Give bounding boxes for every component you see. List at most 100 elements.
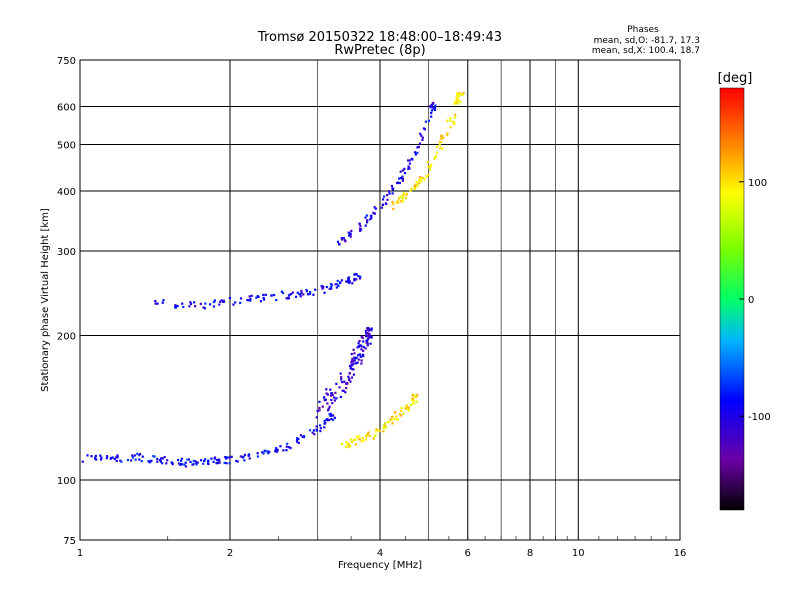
data-point (296, 291, 299, 294)
data-point (199, 302, 202, 305)
data-point (360, 348, 363, 351)
data-point (330, 398, 333, 402)
data-point (369, 342, 372, 345)
data-point (418, 181, 421, 184)
data-point (99, 454, 102, 457)
data-point (276, 450, 279, 453)
data-point (239, 301, 242, 304)
data-point (456, 97, 459, 100)
data-point (331, 393, 334, 397)
data-point (400, 409, 403, 412)
data-point (336, 240, 340, 243)
data-point (389, 418, 392, 421)
data-point (305, 290, 309, 293)
data-point (115, 459, 118, 463)
data-point (415, 183, 418, 186)
data-point (382, 427, 385, 430)
data-point (402, 200, 405, 203)
data-point (256, 452, 259, 455)
data-point (366, 342, 369, 345)
data-point (302, 293, 305, 296)
data-point (290, 292, 293, 296)
data-point (100, 456, 103, 459)
data-point (156, 457, 159, 461)
data-point (401, 177, 405, 181)
data-point (457, 94, 460, 97)
x-tick-label: 6 (465, 548, 471, 559)
data-point (417, 145, 420, 148)
data-point (105, 455, 109, 458)
data-point (312, 429, 315, 432)
data-point (453, 116, 457, 119)
data-point (423, 178, 426, 181)
data-point (338, 386, 341, 389)
data-point (401, 169, 405, 172)
data-point (458, 92, 461, 96)
data-point (331, 414, 334, 417)
data-point (348, 234, 351, 237)
data-point (212, 300, 216, 304)
data-point (126, 458, 130, 462)
data-point (423, 128, 427, 131)
data-point (272, 293, 276, 297)
data-point (365, 435, 368, 438)
data-point (166, 459, 169, 462)
data-point (332, 418, 335, 422)
data-point (420, 134, 423, 137)
data-point (344, 446, 348, 449)
data-point (177, 462, 181, 465)
data-point (416, 393, 419, 397)
data-point (341, 381, 344, 384)
data-point (218, 461, 221, 464)
data-point (162, 299, 165, 302)
data-point (196, 461, 199, 464)
data-point (459, 100, 462, 104)
data-point (337, 284, 340, 288)
data-point (339, 372, 342, 375)
data-point (281, 291, 285, 295)
data-point (339, 281, 342, 284)
data-point (357, 354, 360, 357)
data-point (339, 395, 342, 398)
data-point (408, 159, 411, 162)
data-point (357, 344, 361, 347)
data-point (216, 459, 220, 462)
data-point (174, 305, 177, 309)
data-point (416, 185, 419, 188)
data-point (131, 454, 134, 457)
data-point (336, 279, 339, 283)
data-point (430, 105, 434, 108)
data-point (352, 368, 355, 371)
data-point (362, 345, 366, 349)
data-point (323, 426, 326, 429)
data-point (275, 447, 278, 450)
data-point (434, 104, 437, 107)
data-point (360, 335, 363, 338)
data-point (451, 120, 455, 123)
data-point (360, 440, 363, 443)
data-point (340, 378, 343, 381)
data-point (262, 298, 266, 301)
data-point (318, 409, 321, 412)
data-point (380, 206, 383, 209)
data-point (366, 219, 369, 222)
data-point (454, 113, 457, 117)
data-point (461, 93, 464, 96)
data-point (325, 392, 328, 395)
data-point (318, 400, 321, 403)
data-point (255, 296, 258, 299)
y-tick-label: 300 (57, 247, 76, 258)
data-point (370, 214, 373, 217)
colorbar-tick-label: -100 (748, 412, 771, 423)
data-point (311, 431, 314, 434)
data-point (364, 347, 367, 350)
data-point (330, 392, 334, 395)
data-point (291, 291, 294, 294)
colorbar-unit-label: [deg] (718, 71, 753, 86)
axis-ticks: 1 2 4 6 8 10 16 75 100 200 300 400 500 600 750 (57, 56, 686, 559)
chart-subtitle: RwPretec (8p) (334, 43, 425, 58)
data-point (328, 405, 331, 408)
data-point (374, 207, 377, 210)
data-point (176, 304, 179, 308)
data-point (362, 340, 365, 343)
